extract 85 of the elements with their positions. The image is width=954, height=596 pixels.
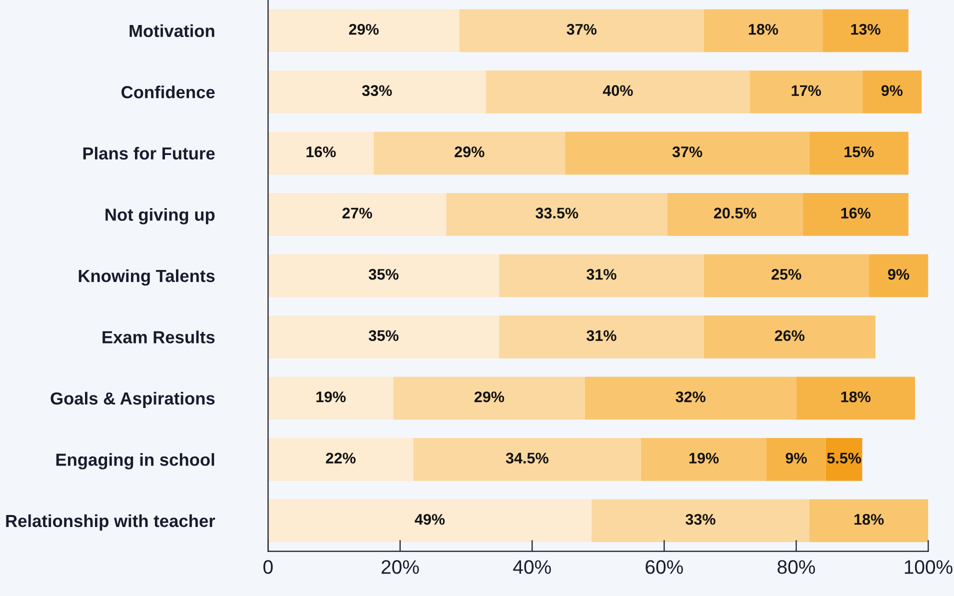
data-label: 15% [844,146,874,158]
bar [446,192,668,236]
data-label: 9% [888,268,910,280]
bar [796,376,916,420]
bar [802,192,908,236]
y-tick-label: Plans for Future [83,146,215,160]
data-label: 37% [566,24,597,35]
data-label: 19% [316,391,346,402]
bar [268,376,394,420]
data-label: 33.5% [536,208,578,219]
y-tick-label: Not giving up [106,208,215,224]
bar [268,315,500,358]
data-label: 16% [841,208,871,218]
data-label: 9% [881,85,903,96]
data-label: 29% [454,146,484,158]
x-tick-label: 20% [382,560,419,574]
bar [268,132,374,175]
data-label: 22% [326,452,356,464]
bar [809,499,928,542]
data-label: 19% [689,452,719,464]
data-label: 13% [851,24,880,35]
data-label: 20.5% [714,208,756,218]
bar [268,9,460,52]
y-tick-label: Confidence [121,86,215,98]
bar [268,192,446,236]
bar [499,254,704,298]
y-tick-label: Relationship with teacher [6,514,216,531]
data-label: 31% [586,268,616,280]
bar [641,438,766,481]
bar [374,132,566,175]
bar [766,438,826,481]
bar [268,438,414,481]
data-label: 29% [474,391,504,402]
data-label: 33% [362,85,392,96]
bar [592,499,810,542]
bar [667,192,803,236]
bar [268,254,500,298]
data-label: 40% [602,85,633,96]
bar [268,499,592,542]
data-label: 5.5% [827,452,862,464]
bar [826,438,862,481]
bar [750,70,862,114]
data-label: 35% [368,268,398,280]
y-tick-label: Motivation [130,24,214,38]
data-label: 37% [672,146,702,158]
x-tick-label: 40% [513,560,551,574]
bar [584,376,796,420]
data-label: 33% [686,514,716,525]
bar [565,132,810,175]
x-tick-label: 60% [646,560,683,574]
data-label: 18% [854,514,884,525]
bar [394,376,585,420]
data-label: 35% [368,330,398,342]
bar [862,70,922,114]
data-label: 31% [586,330,616,342]
bar [704,315,876,358]
bar [822,9,908,52]
bar [704,254,869,298]
data-label: 26% [774,330,804,342]
bar [809,132,908,175]
y-tick-label: Exam Results [102,330,215,344]
data-label: 27% [342,208,372,218]
data-label: 25% [772,268,802,280]
data-label: 49% [414,514,445,525]
data-label: 9% [786,452,807,464]
bar [499,315,704,358]
bar [413,438,642,481]
x-tick-label: 80% [778,560,815,574]
x-tick-label: 0 [263,560,273,574]
data-label: 29% [349,24,379,35]
data-label: 32% [676,391,706,402]
bar [704,9,823,52]
data-label: 18% [841,391,871,402]
data-label: 34.5% [506,452,548,464]
data-label: 17% [792,85,821,96]
y-tick-label: Engaging in school [56,453,214,470]
x-tick-label: 100% [904,560,952,574]
data-label: 18% [748,24,778,35]
data-label: 16% [306,146,336,158]
y-tick-label: Goals & Aspirations [50,392,215,408]
bar [486,70,750,114]
bar [868,254,928,298]
bar [460,9,704,52]
bar [268,70,486,114]
y-tick-label: Knowing Talents [78,269,215,286]
